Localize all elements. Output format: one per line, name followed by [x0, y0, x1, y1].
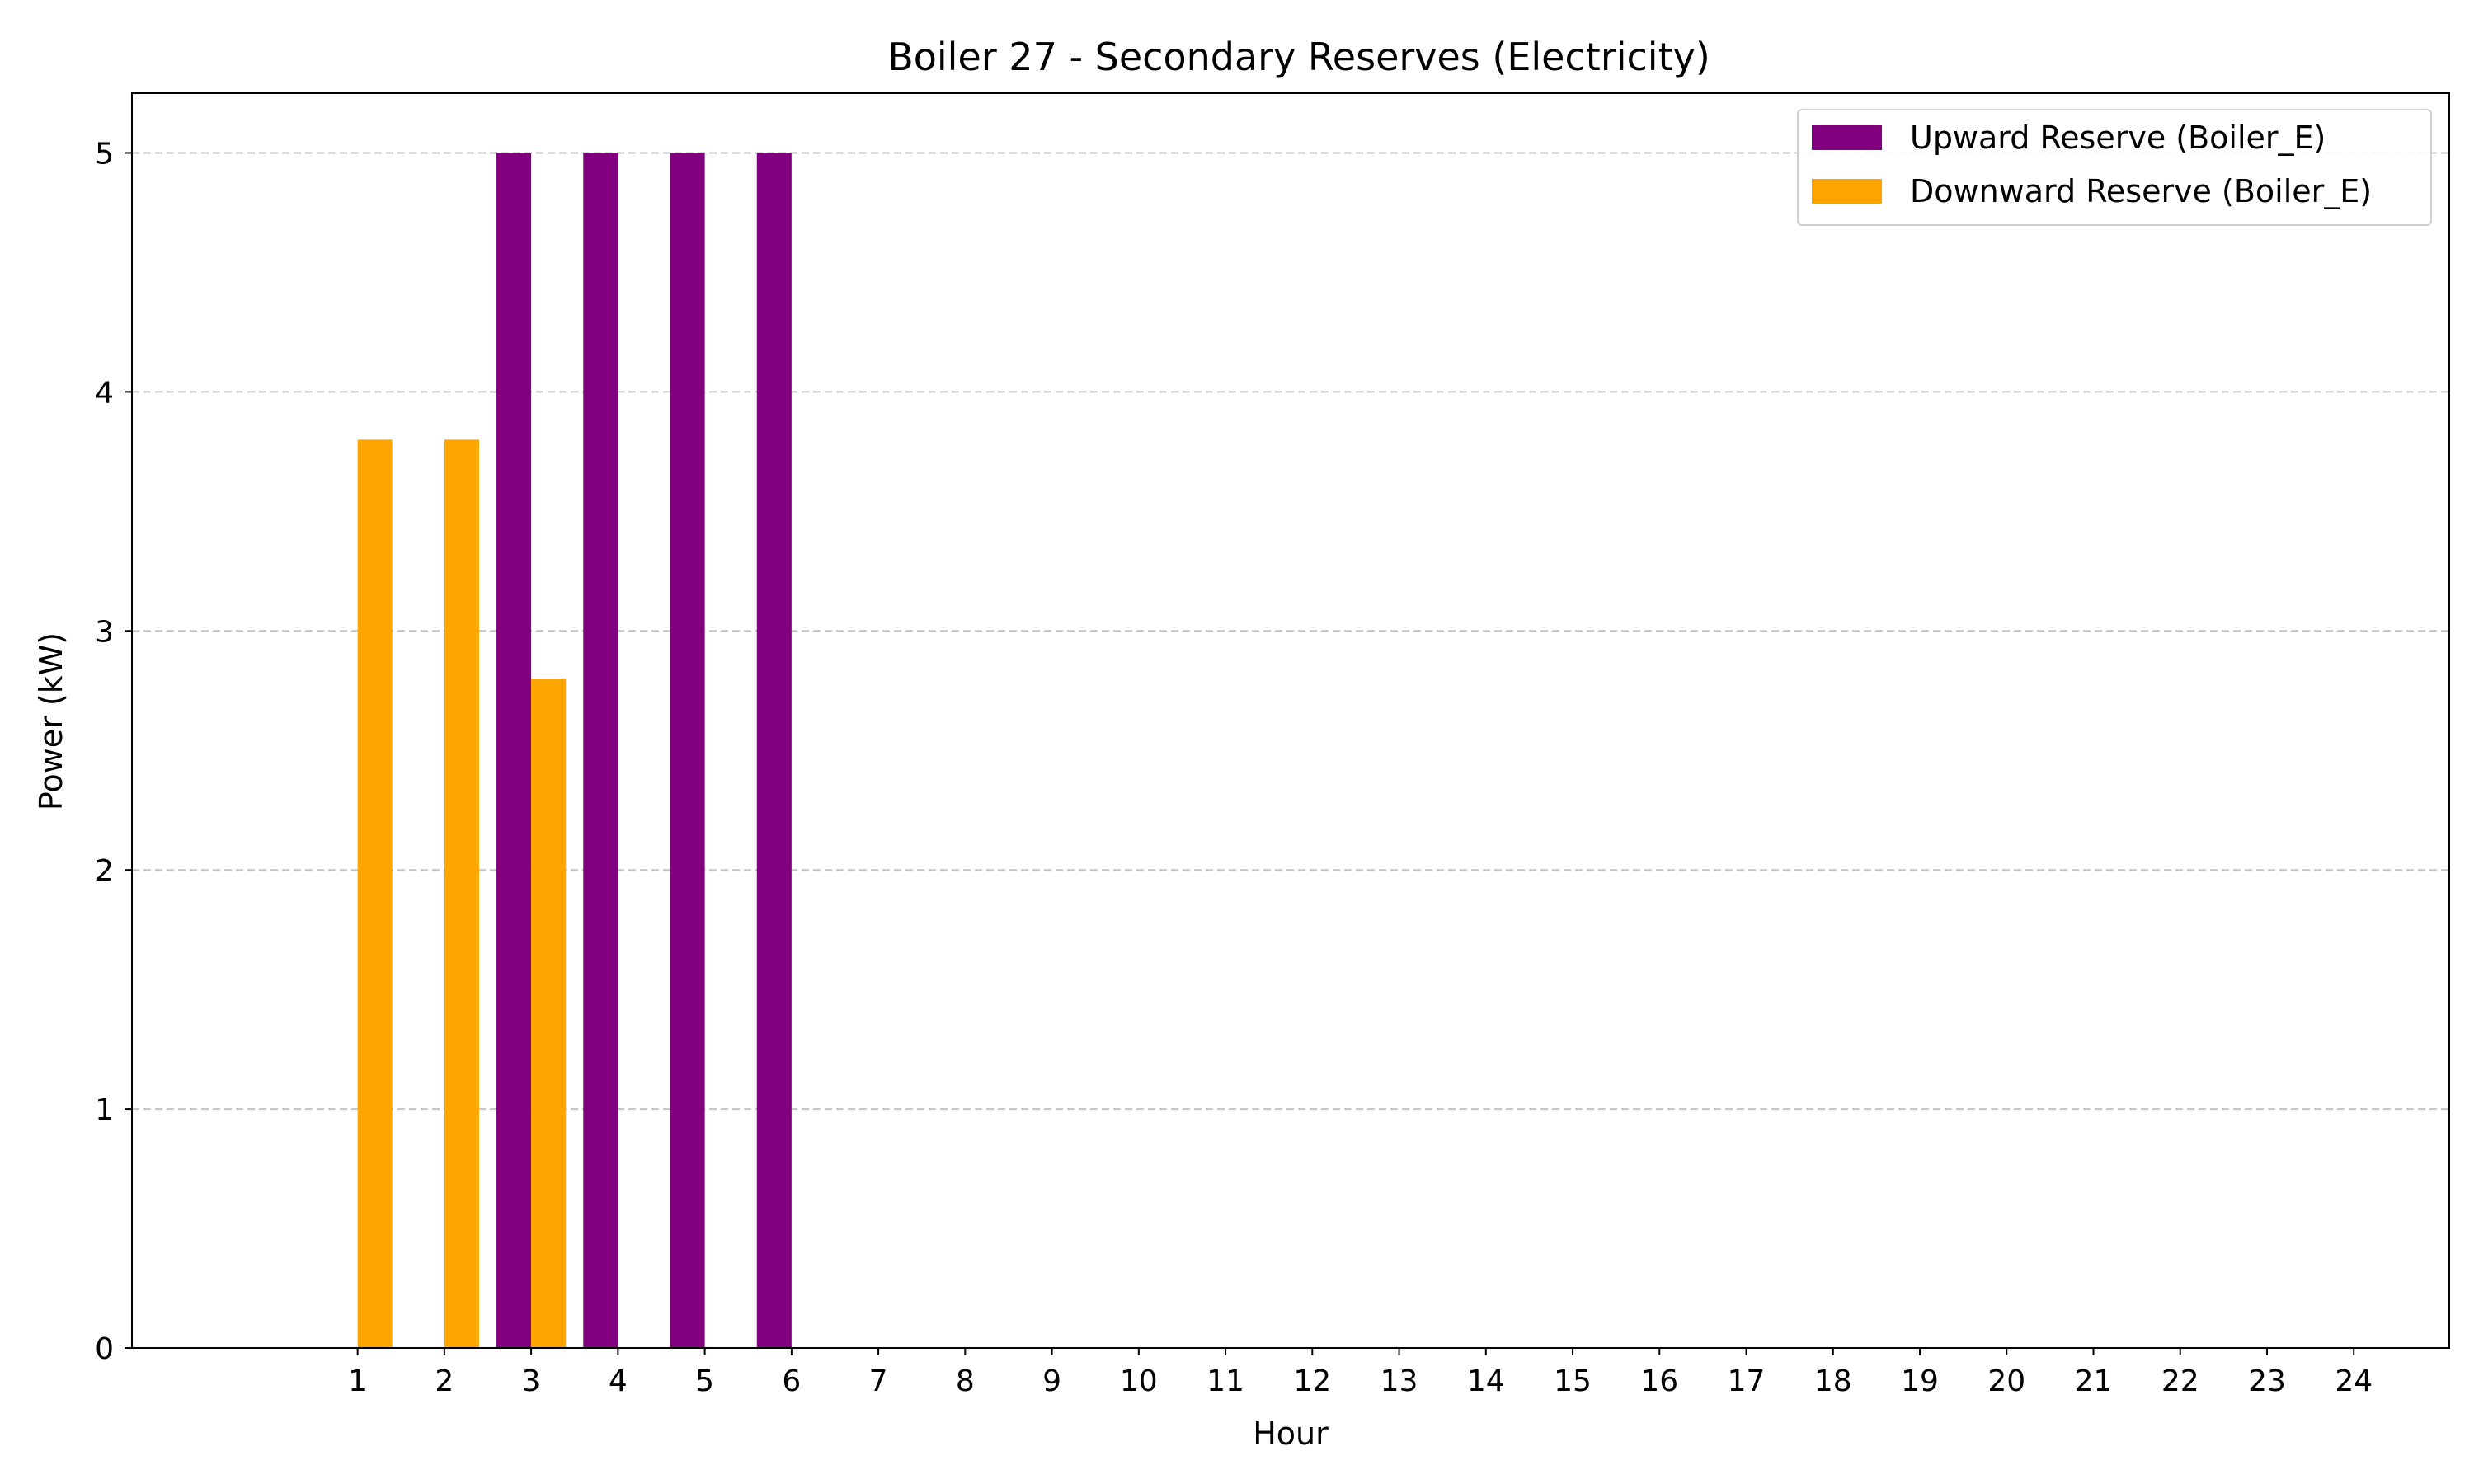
legend-label-upward: Upward Reserve (Boiler_E) [1910, 120, 2326, 156]
x-tick-label: 17 [1728, 1364, 1766, 1398]
bar-upward-hour-6 [756, 153, 792, 1348]
x-tick-label: 12 [1293, 1364, 1331, 1398]
x-axis-ticks: 1 2 3 4 5 6 7 8 9 10 11 12 13 14 15 16 17 18 19 20 21 22 23 24 [348, 1348, 2373, 1398]
x-tick-label: 21 [2075, 1364, 2113, 1398]
bar-downward-hour-1 [357, 439, 393, 1349]
bar-upward-hour-4 [583, 153, 618, 1348]
x-tick-label: 23 [2248, 1364, 2286, 1398]
x-tick-label: 6 [782, 1364, 801, 1398]
bar-downward-hour-3 [531, 679, 567, 1348]
x-tick-label: 5 [695, 1364, 714, 1398]
x-tick-label: 1 [348, 1364, 367, 1398]
x-tick-label: 9 [1042, 1364, 1061, 1398]
bar-upward-hour-5 [670, 153, 705, 1348]
x-tick-label: 8 [956, 1364, 975, 1398]
y-tick-label: 1 [95, 1093, 114, 1127]
x-axis-label: Hour [1253, 1416, 1329, 1452]
x-tick-label: 24 [2335, 1364, 2373, 1398]
y-axis-label: Power (kW) [33, 632, 69, 810]
plot-area-frame [131, 92, 2450, 1349]
y-tick-label: 2 [95, 854, 114, 888]
x-tick-label: 10 [1120, 1364, 1158, 1398]
bar-upward-hour-3 [496, 153, 532, 1348]
x-tick-label: 18 [1814, 1364, 1852, 1398]
x-tick-label: 13 [1380, 1364, 1418, 1398]
x-tick-label: 19 [1901, 1364, 1939, 1398]
y-tick-label: 5 [95, 137, 114, 171]
y-tick-label: 3 [95, 615, 114, 649]
y-axis-ticks: 0 1 2 3 4 5 [95, 137, 132, 1366]
x-tick-label: 2 [435, 1364, 454, 1398]
bar-downward-hour-2 [444, 439, 479, 1349]
legend-box [1797, 109, 2432, 226]
x-tick-label: 7 [869, 1364, 888, 1398]
x-tick-label: 16 [1640, 1364, 1678, 1398]
x-tick-label: 20 [1987, 1364, 2025, 1398]
x-tick-label: 4 [609, 1364, 628, 1398]
legend: Upward Reserve (Boiler_E) Downward Reser… [1797, 109, 2432, 226]
x-tick-label: 22 [2161, 1364, 2199, 1398]
x-tick-label: 3 [522, 1364, 541, 1398]
legend-swatch-downward [1812, 179, 1882, 204]
x-tick-label: 11 [1206, 1364, 1244, 1398]
x-tick-label: 14 [1467, 1364, 1505, 1398]
x-tick-label: 15 [1554, 1364, 1592, 1398]
legend-swatch-upward [1812, 125, 1882, 150]
chart-title: Boiler 27 - Secondary Reserves (Electric… [887, 35, 1710, 79]
bars-group [357, 153, 792, 1349]
legend-label-downward: Downward Reserve (Boiler_E) [1910, 173, 2372, 209]
y-tick-label: 4 [95, 376, 114, 410]
y-tick-label: 0 [95, 1332, 114, 1366]
